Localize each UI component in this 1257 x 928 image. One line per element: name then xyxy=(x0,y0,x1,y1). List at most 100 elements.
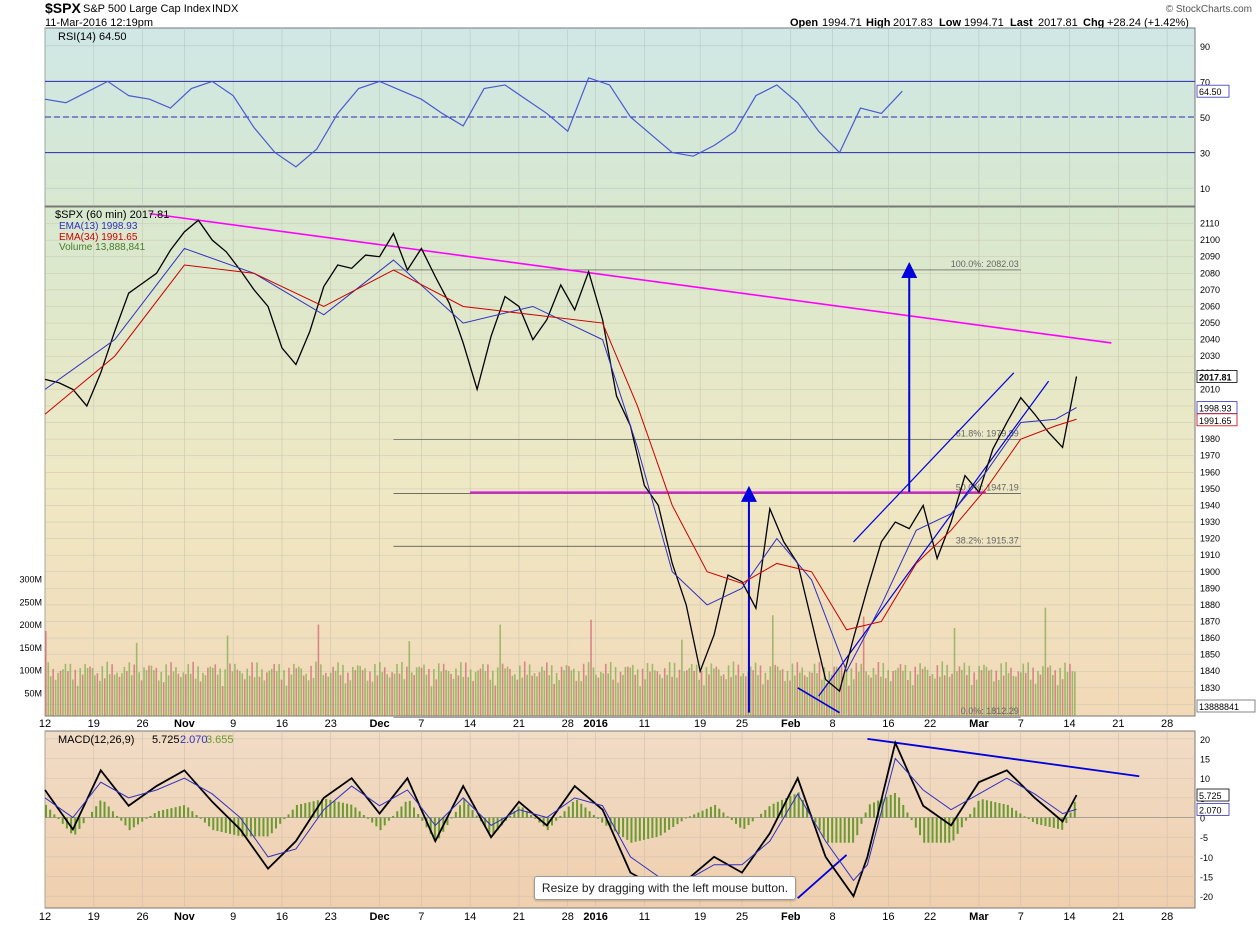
volume-bar xyxy=(757,675,759,716)
macd-histogram-bar xyxy=(500,817,503,826)
macd-xtick-label: 19 xyxy=(88,911,100,923)
macd-histogram-bar xyxy=(1031,817,1034,822)
macd-histogram-bar xyxy=(116,815,119,818)
macd-tick-label: 15 xyxy=(1200,755,1210,765)
volume-bar xyxy=(162,682,165,716)
price-tick-label: 2030 xyxy=(1200,351,1220,361)
volume-bar xyxy=(499,624,501,716)
volume-bar xyxy=(496,667,499,716)
volume-bar xyxy=(909,671,912,716)
volume-bar xyxy=(631,664,634,716)
volume-bar xyxy=(369,671,371,716)
volume-bar xyxy=(138,672,140,716)
macd-histogram-bar xyxy=(647,817,650,839)
macd-xtick-label: 14 xyxy=(464,911,476,923)
volume-bar xyxy=(946,664,948,716)
macd-histogram-bar xyxy=(157,810,160,818)
volume-bar xyxy=(263,680,266,716)
macd-histogram-bar xyxy=(484,817,487,827)
volume-bar xyxy=(241,673,244,716)
volume-bar xyxy=(302,675,305,716)
macd-histogram-bar xyxy=(53,814,56,818)
volume-bar xyxy=(54,679,57,716)
volume-bar xyxy=(126,671,128,716)
volume-bar xyxy=(253,677,256,716)
volume-bar xyxy=(1002,675,1005,716)
macd-histogram-bar xyxy=(433,817,436,841)
volume-bar xyxy=(155,667,158,716)
volume-bar xyxy=(337,662,339,716)
volume-bar xyxy=(907,680,909,716)
price-xtick-label: 9 xyxy=(230,718,236,730)
macd-histogram-bar xyxy=(471,809,474,818)
volume-bar xyxy=(840,665,843,716)
macd-histogram-bar xyxy=(270,817,273,834)
volume-bar xyxy=(853,679,855,716)
volume-bar xyxy=(798,672,801,716)
macd-histogram-bar xyxy=(626,817,629,840)
volume-bar xyxy=(693,670,695,716)
macd-histogram-bar xyxy=(521,807,524,818)
macd-histogram-bar xyxy=(689,816,691,818)
volume-bar xyxy=(649,671,651,716)
macd-histogram-bar xyxy=(605,817,608,826)
volume-bar xyxy=(526,674,528,716)
volume-bar xyxy=(197,666,199,716)
volume-bar xyxy=(700,670,703,716)
volume-bar xyxy=(1012,675,1015,716)
macd-histogram-bar xyxy=(860,817,863,824)
macd-histogram-bar xyxy=(283,817,286,820)
rsi-last-box xyxy=(1196,84,1230,98)
volume-bar xyxy=(730,677,732,716)
macd-histogram-bar xyxy=(371,817,374,823)
high-label: High xyxy=(866,17,891,29)
volume-bar xyxy=(806,677,808,716)
volume-bar xyxy=(354,670,357,716)
volume-bar xyxy=(285,685,288,716)
macd-histogram-bar xyxy=(555,817,558,821)
volume-bar xyxy=(464,662,467,716)
volume-bar xyxy=(568,666,570,716)
rsi-tick-label: 70 xyxy=(1200,77,1210,87)
macd-histogram-bar xyxy=(927,817,930,843)
volume-bar xyxy=(101,666,104,716)
volume-bar xyxy=(494,685,497,716)
volume-bar xyxy=(958,666,961,716)
volume-bar xyxy=(239,670,241,716)
volume-bar xyxy=(521,677,524,716)
volume-bar xyxy=(744,676,747,716)
price-series-1 xyxy=(44,247,1077,673)
volume-bar xyxy=(634,674,637,716)
macd-xtick-label: 8 xyxy=(830,911,836,923)
volume-bar xyxy=(813,663,816,716)
volume-bar xyxy=(327,676,330,716)
price-tick-label: 1830 xyxy=(1200,683,1220,693)
volume-bar xyxy=(359,665,361,716)
volume-bar xyxy=(192,661,194,716)
macd-xtick-label: 14 xyxy=(1063,911,1075,923)
price-tick-label: 1890 xyxy=(1200,583,1220,593)
volume-bar xyxy=(361,670,364,716)
macd-histogram-bar xyxy=(559,815,562,818)
macd-histogram-bar xyxy=(341,802,344,818)
macd-histogram-bar xyxy=(224,817,227,833)
macd-histogram-bar xyxy=(864,812,867,818)
volume-bar xyxy=(351,667,354,716)
macd-histogram-bar xyxy=(534,817,537,819)
volume-bar xyxy=(941,661,944,716)
resize-tooltip: Resize by dragging with the left mouse b… xyxy=(534,876,796,900)
macd-xtick-label: 16 xyxy=(882,911,894,923)
price-tick-label: 1870 xyxy=(1200,616,1220,626)
volume-bar xyxy=(796,662,799,716)
volume-bar xyxy=(843,674,845,716)
macd-histogram-bar xyxy=(868,804,871,818)
volume-bar xyxy=(784,681,786,716)
macd-histogram-bar xyxy=(57,817,60,820)
volume-bar xyxy=(148,665,150,716)
volume-bar xyxy=(732,661,735,716)
macd-histogram-bar xyxy=(496,817,499,831)
volume-bar xyxy=(666,674,668,716)
volume-bar xyxy=(855,662,858,716)
price-tick-label: 1860 xyxy=(1200,633,1220,643)
